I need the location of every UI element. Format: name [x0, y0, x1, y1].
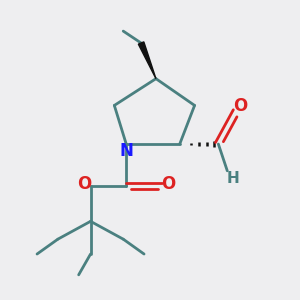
Text: N: N [119, 142, 133, 160]
Polygon shape [138, 42, 156, 79]
Text: O: O [233, 97, 248, 115]
Text: O: O [161, 175, 176, 193]
Text: H: H [227, 171, 240, 186]
Text: O: O [77, 175, 91, 193]
